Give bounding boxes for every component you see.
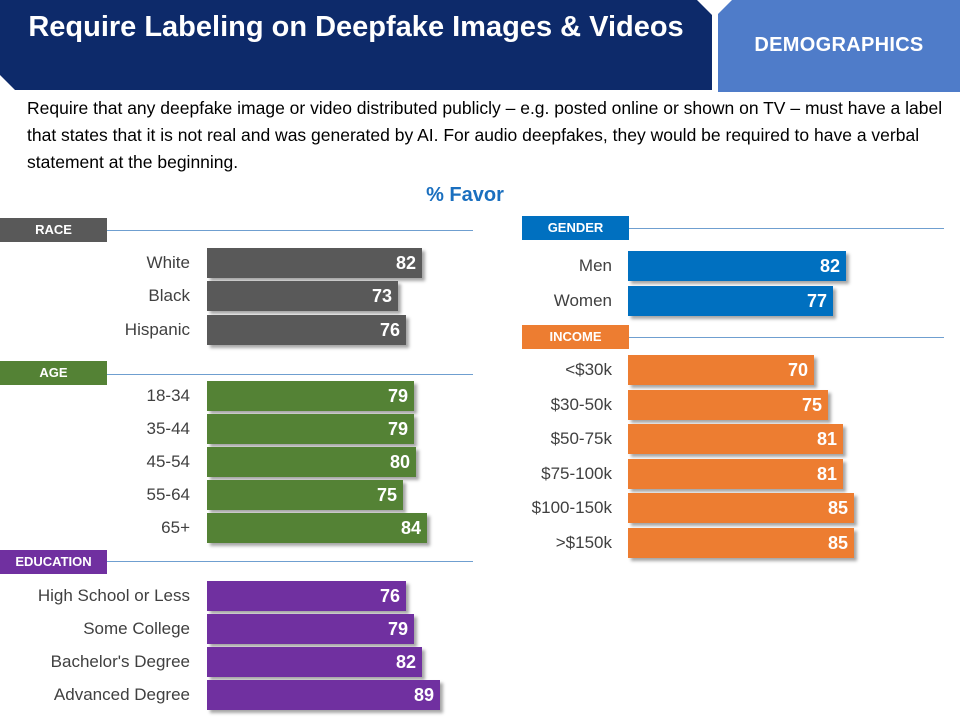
bar-value-label: 79 bbox=[387, 386, 408, 406]
demographics-label: DEMOGRAPHICS bbox=[754, 34, 924, 56]
category-label: Some College bbox=[83, 619, 190, 638]
category-label: 35-44 bbox=[146, 419, 190, 438]
bar-value-label: 85 bbox=[827, 498, 848, 518]
category-label: Women bbox=[553, 291, 612, 310]
demographics-tab-shape bbox=[718, 0, 960, 92]
bar: 75 bbox=[207, 480, 403, 510]
category-label: 55-64 bbox=[146, 485, 190, 504]
bar-value-label: 73 bbox=[371, 286, 392, 306]
bar-value-label: 79 bbox=[387, 619, 408, 639]
bar: 85 bbox=[628, 493, 854, 523]
bar: 79 bbox=[207, 381, 414, 411]
bar-value-label: 79 bbox=[387, 419, 408, 439]
bar-value-label: 75 bbox=[801, 395, 822, 415]
question-text: Require that any deepfake image or video… bbox=[27, 98, 943, 172]
category-label: >$150k bbox=[555, 533, 612, 552]
category-label: <$30k bbox=[565, 360, 612, 379]
bar-value-label: 80 bbox=[389, 452, 410, 472]
category-label: 18-34 bbox=[146, 386, 190, 405]
race-divider bbox=[0, 230, 473, 231]
bar-value-label: 81 bbox=[816, 464, 837, 484]
bar-value-label: 76 bbox=[379, 586, 400, 606]
bar: 81 bbox=[628, 424, 843, 454]
gender-divider bbox=[522, 228, 944, 229]
bar-value-label: 85 bbox=[827, 533, 848, 553]
bar: 82 bbox=[207, 248, 422, 278]
bar: 77 bbox=[628, 286, 833, 316]
race-section-label: RACE bbox=[0, 218, 107, 242]
category-label: White bbox=[146, 253, 190, 272]
bar: 80 bbox=[207, 447, 416, 477]
bar-value-label: 70 bbox=[787, 360, 808, 380]
bar-value-label: 82 bbox=[819, 256, 840, 276]
bar-value-label: 84 bbox=[400, 518, 421, 538]
category-label: $75-100k bbox=[541, 464, 612, 483]
category-label: $100-150k bbox=[531, 498, 612, 517]
category-label: 65+ bbox=[161, 518, 190, 537]
bar: 84 bbox=[207, 513, 427, 543]
bar: 73 bbox=[207, 281, 398, 311]
age-section-label: AGE bbox=[0, 361, 107, 385]
demographics-tab: DEMOGRAPHICS bbox=[718, 0, 960, 92]
bar: 76 bbox=[207, 581, 406, 611]
bar-value-label: 82 bbox=[395, 652, 416, 672]
category-label: Advanced Degree bbox=[53, 685, 190, 704]
chart-title: % Favor bbox=[426, 184, 504, 206]
bar: 79 bbox=[207, 414, 414, 444]
education-section-label: EDUCATION bbox=[0, 550, 107, 574]
category-label: $50-75k bbox=[550, 429, 612, 448]
income-section-label: INCOME bbox=[522, 325, 629, 349]
bar: 75 bbox=[628, 390, 828, 420]
bar-value-label: 81 bbox=[816, 429, 837, 449]
bar-value-label: 82 bbox=[395, 253, 416, 273]
gender-section-label: GENDER bbox=[522, 216, 629, 240]
bar: 79 bbox=[207, 614, 414, 644]
category-label: $30-50k bbox=[550, 395, 612, 414]
title-banner-shape bbox=[0, 0, 712, 90]
bar-value-label: 77 bbox=[806, 291, 827, 311]
category-label: High School or Less bbox=[37, 586, 190, 605]
page-title: Require Labeling on Deepfake Images & Vi… bbox=[28, 11, 684, 43]
bar: 85 bbox=[628, 528, 854, 558]
bar: 81 bbox=[628, 459, 843, 489]
category-label: Black bbox=[148, 286, 190, 305]
bar: 82 bbox=[628, 251, 846, 281]
bar: 70 bbox=[628, 355, 814, 385]
bar: 76 bbox=[207, 315, 406, 345]
category-label: Bachelor's Degree bbox=[50, 652, 190, 671]
category-label: Hispanic bbox=[124, 320, 190, 339]
bar: 82 bbox=[207, 647, 422, 677]
category-label: 45-54 bbox=[146, 452, 190, 471]
bar-value-label: 75 bbox=[376, 485, 397, 505]
education-divider bbox=[0, 561, 473, 562]
bar: 89 bbox=[207, 680, 440, 710]
age-divider bbox=[0, 374, 473, 375]
title-banner: Require Labeling on Deepfake Images & Vi… bbox=[0, 0, 712, 90]
category-label: Men bbox=[578, 256, 612, 275]
income-divider bbox=[522, 337, 944, 338]
bar-value-label: 76 bbox=[379, 320, 400, 340]
bar-value-label: 89 bbox=[413, 685, 434, 705]
